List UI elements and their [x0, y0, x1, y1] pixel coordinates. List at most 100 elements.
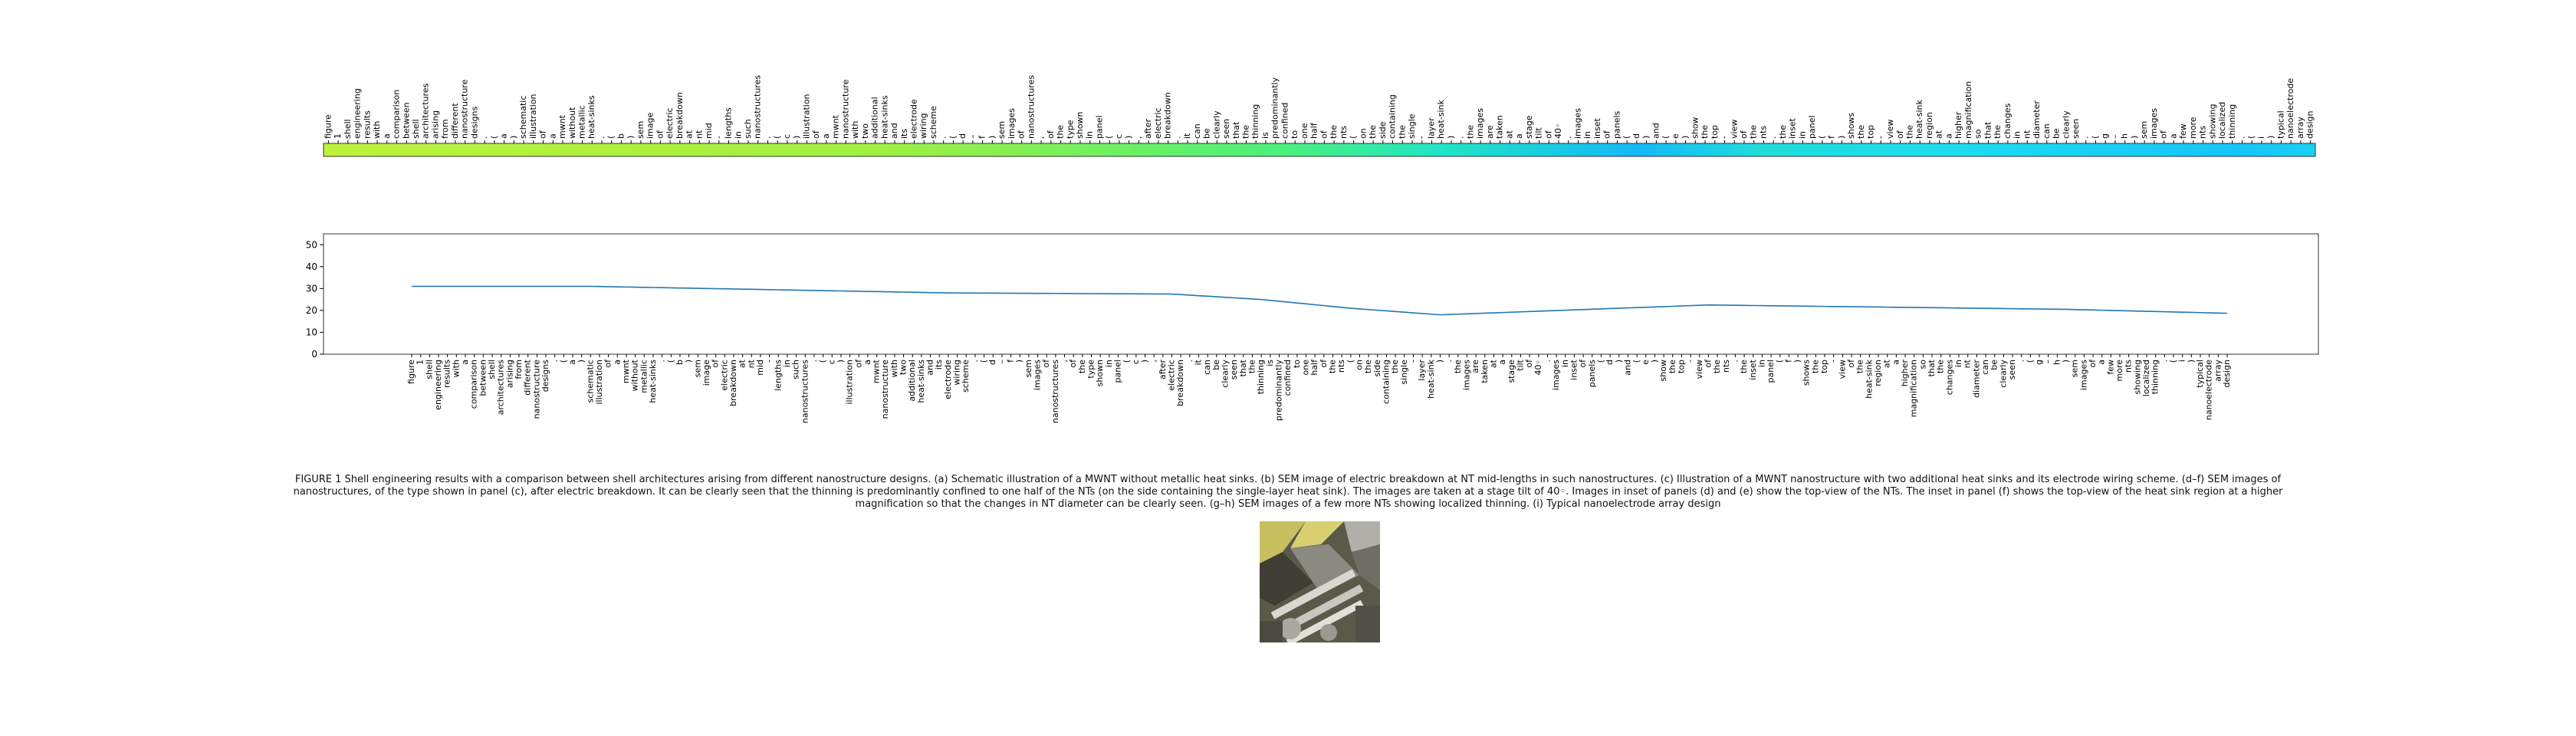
x-token-label: without	[630, 359, 640, 391]
heatmap-token-label: a	[1514, 133, 1524, 139]
heatmap-token-label: panels	[1612, 110, 1622, 139]
heatmap-token-label: shell	[411, 119, 421, 139]
heatmap-token-label: mwnt	[831, 114, 841, 139]
heatmap-token-label: the	[1749, 125, 1759, 139]
x-token-label: panel	[1113, 360, 1123, 383]
x-token-label: showing	[2132, 360, 2142, 394]
x-token-label: more	[2114, 360, 2124, 382]
heatmap-token-label: to	[1290, 130, 1300, 139]
heatmap-token-label: nts	[1758, 126, 1768, 139]
x-token-label: ,	[1148, 360, 1158, 363]
x-token-label: electrode	[943, 360, 953, 399]
heatmap-token-label: predominantly	[1270, 77, 1280, 139]
figure-thumbnail-image	[1260, 521, 1380, 642]
heatmap-token-label: few	[2178, 123, 2188, 139]
heatmap-token-label: of	[1543, 130, 1553, 139]
x-token-label: type	[1086, 360, 1096, 379]
x-token-label: at	[1882, 359, 1892, 368]
heatmap-token-label: .	[479, 136, 489, 140]
series-line	[412, 285, 2228, 316]
x-token-label: b	[675, 360, 685, 365]
heatmap-token-label: two	[860, 123, 870, 139]
heatmap-frame	[323, 143, 2316, 157]
x-token-label: architectures	[496, 360, 506, 416]
x-token-label: of	[2088, 359, 2098, 368]
heatmap-token-label: breakdown	[675, 92, 685, 139]
heatmap-token-label: the	[1465, 125, 1475, 139]
x-token-label: can	[1202, 360, 1212, 375]
x-token-label: )	[1140, 360, 1150, 363]
x-token-label: that	[1927, 359, 1937, 376]
heatmap-token-label: nt	[2022, 130, 2032, 139]
heatmap-token-label: such	[743, 119, 753, 139]
heatmap-token-label: f	[1827, 135, 1837, 139]
x-token-label: on	[1354, 360, 1364, 370]
heatmap-token-label: stage	[1524, 115, 1534, 139]
x-token-label: .	[970, 360, 980, 363]
x-token-label: thinning	[1256, 360, 1266, 394]
heatmap-token-label: (	[1622, 136, 1631, 139]
x-token-label: nanoelectrode	[2204, 360, 2214, 420]
x-token-label: of	[711, 359, 721, 368]
heatmap-token-label: diameter	[2032, 100, 2042, 139]
x-token-label: changes	[1944, 360, 1954, 395]
x-token-label: )	[1434, 360, 1444, 363]
x-token-label: -	[1685, 360, 1695, 363]
heatmap-token-label: )	[1446, 136, 1456, 139]
x-token-label: single	[1399, 360, 1409, 385]
x-token-label: different	[523, 359, 533, 395]
x-token-label: ,	[1060, 360, 1070, 363]
heatmap-token-label: a	[2168, 133, 2178, 139]
heatmap-token-label: is	[1260, 132, 1270, 139]
heatmap-token-label: more	[2188, 117, 2198, 139]
heatmap-token-label: (	[1104, 136, 1114, 139]
x-token-label: at	[738, 359, 748, 368]
heatmap-token-label: )	[1641, 136, 1651, 139]
heatmap-token-label: after	[1143, 118, 1153, 139]
x-token-label: in	[1756, 360, 1766, 367]
figure-caption: FIGURE 1 Shell engineering results with …	[293, 474, 2283, 510]
x-token-label: thinning	[2150, 360, 2160, 394]
heatmap-token-label: i	[2256, 136, 2266, 139]
heatmap-token-label: .	[762, 136, 772, 140]
heatmap-token-label: typical	[2275, 110, 2285, 139]
x-token-label: )	[2186, 360, 2196, 363]
x-token-label: .	[1730, 360, 1740, 363]
x-token-label: can	[1980, 360, 1990, 375]
heatmap-token-label: the	[1368, 125, 1378, 139]
heatmap-token-label: .	[596, 136, 606, 140]
heatmap-token-label: .	[1768, 136, 1778, 140]
heatmap-token-label: (	[1349, 136, 1359, 139]
x-token-label: d	[1605, 360, 1615, 365]
heatmap-token-label: )	[1836, 136, 1846, 139]
x-token-label: of	[1846, 359, 1856, 368]
heatmap-token-label: nt	[694, 130, 704, 139]
x-token-label: in	[782, 360, 792, 367]
x-token-label: illustration	[845, 360, 855, 405]
heatmap-token-label: view	[1885, 120, 1895, 139]
x-token-label: taken	[1480, 360, 1490, 383]
heatmap-token-label: -	[1417, 136, 1427, 139]
heatmap-token-label: type	[1065, 120, 1075, 139]
heatmap-token-label: (	[772, 136, 782, 139]
y-tick-label: 40	[306, 261, 317, 272]
heatmap-token-label: are	[1485, 125, 1495, 139]
x-token-label: the	[1077, 360, 1087, 373]
heatmap-token-label: nts	[1339, 126, 1349, 139]
x-token-label: .	[2159, 360, 2169, 363]
heatmap-token-label: the	[1397, 125, 1407, 139]
heatmap-token-label: with	[372, 121, 382, 139]
x-token-label: a	[1497, 360, 1507, 365]
x-token-label: .	[2016, 360, 2026, 363]
x-token-label: shown	[1095, 360, 1105, 386]
heatmap-token-label: arising	[430, 110, 440, 139]
heatmap-token-label: of	[1319, 130, 1329, 139]
x-token-label: the	[1390, 360, 1400, 373]
heatmap-token-label: (	[2246, 136, 2256, 139]
x-token-label: of	[1578, 359, 1588, 368]
x-token-label: d	[987, 360, 997, 365]
heatmap-token-label: images	[1007, 108, 1017, 139]
x-token-label: results	[442, 360, 452, 388]
heatmap-token-label: its	[899, 129, 909, 139]
x-token-label: nt	[1963, 359, 1973, 368]
